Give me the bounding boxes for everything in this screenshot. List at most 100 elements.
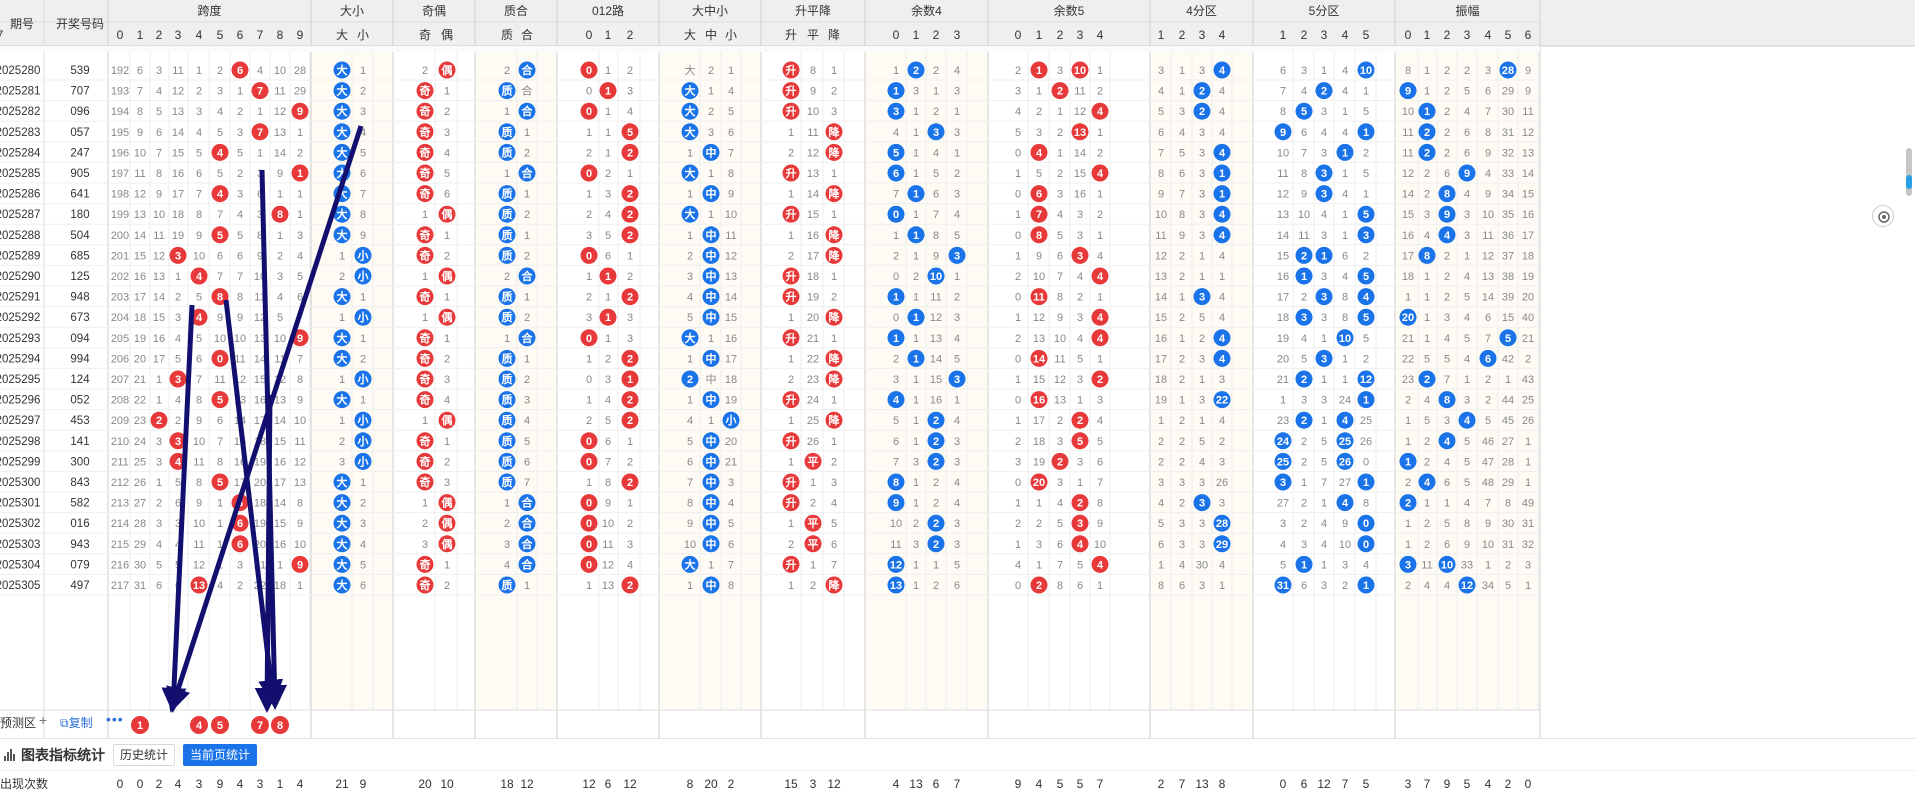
- miss-value: 3: [605, 374, 611, 386]
- hit-ball: [782, 432, 800, 450]
- hit-ball: [580, 246, 598, 264]
- hit-ball-label: 4: [1363, 292, 1370, 304]
- stats-value: 8: [1219, 777, 1226, 791]
- miss-value: 3: [1036, 539, 1042, 551]
- hit-ball: [498, 308, 516, 326]
- period-cell: 2025293: [0, 333, 40, 345]
- miss-value: 1: [1179, 292, 1185, 304]
- more-button[interactable]: •••: [106, 711, 124, 727]
- miss-value: 19: [172, 230, 184, 242]
- stats-title: 图表指标统计: [21, 746, 105, 763]
- miss-value: 1: [913, 559, 919, 571]
- hit-ball-label: 1: [1219, 168, 1225, 180]
- miss-value: 15: [1033, 374, 1045, 386]
- hit-ball: [887, 391, 905, 409]
- miss-value: 10: [153, 209, 165, 221]
- miss-value: 13: [1482, 271, 1494, 283]
- miss-value: 2: [524, 209, 530, 221]
- miss-value: 1: [1342, 353, 1348, 365]
- hit-ball-label: 中: [706, 290, 717, 304]
- miss-value: 2: [810, 580, 816, 592]
- miss-value: 2: [933, 65, 939, 77]
- hit-ball-label: 20: [1402, 312, 1414, 324]
- hit-ball: [1499, 61, 1517, 79]
- miss-value: 6: [1444, 539, 1450, 551]
- hit-ball-label: 8: [1444, 189, 1450, 201]
- hit-ball: [580, 555, 598, 573]
- hit-ball-label: 合: [522, 166, 534, 180]
- number-cell: 247: [70, 147, 89, 159]
- miss-value: 11: [1402, 147, 1413, 159]
- hit-ball-label: 4: [196, 271, 203, 283]
- miss-value: 1: [1321, 559, 1327, 571]
- miss-value: 2: [422, 65, 428, 77]
- miss-value: 19: [254, 456, 266, 468]
- hit-ball: [498, 205, 516, 223]
- miss-value: 4: [156, 86, 162, 98]
- header-bg: [0, 0, 1915, 46]
- miss-value: 3: [605, 189, 611, 201]
- hit-ball-label: 2: [1424, 127, 1430, 139]
- miss-value: 7: [728, 147, 734, 159]
- miss-value: 2: [586, 292, 592, 304]
- hit-ball-label: 升: [786, 393, 797, 407]
- miss-value: 4: [217, 106, 223, 118]
- miss-value: 2: [1179, 456, 1185, 468]
- miss-value: 5: [687, 436, 693, 448]
- hit-ball-label: 奇: [420, 331, 431, 345]
- miss-value: 3: [728, 477, 734, 489]
- vertical-scrollbar[interactable]: [1906, 148, 1912, 196]
- miss-value: 14: [930, 353, 942, 365]
- miss-value: 1: [708, 168, 714, 180]
- settings-icon[interactable]: [1872, 205, 1894, 227]
- miss-value: 1: [586, 189, 592, 201]
- miss-value: 10: [1155, 209, 1167, 221]
- miss-value: 3: [1464, 395, 1470, 407]
- add-icon[interactable]: +: [39, 712, 48, 728]
- miss-value: 9: [1097, 518, 1103, 530]
- miss-value: 1: [788, 230, 794, 242]
- miss-value: 5: [1077, 353, 1083, 365]
- hit-ball: [416, 576, 434, 594]
- hit-ball-label: 平: [808, 538, 819, 551]
- col-label: 1: [137, 28, 144, 42]
- miss-value: 1: [1077, 477, 1083, 489]
- hit-ball-label: 2: [687, 374, 693, 386]
- hit-ball: [825, 370, 843, 388]
- miss-value: 4: [444, 147, 450, 159]
- miss-value: 12: [725, 250, 737, 262]
- miss-value: 1: [156, 374, 162, 386]
- hit-ball: [702, 494, 720, 512]
- miss-value: 16: [1155, 333, 1167, 345]
- group-bg: [393, 46, 475, 710]
- miss-value: 1: [524, 353, 530, 365]
- miss-value: 3: [913, 539, 919, 551]
- miss-value: 11: [193, 456, 204, 468]
- miss-value: 4: [933, 147, 939, 159]
- current-page-stats-button[interactable]: 当前页统计: [183, 743, 258, 766]
- hit-ball-label: 3: [175, 250, 181, 262]
- hit-ball: [518, 494, 536, 512]
- hit-ball-label: 2: [933, 539, 939, 551]
- miss-value: 2: [297, 147, 303, 159]
- miss-value: 7: [137, 86, 143, 98]
- miss-value: 20: [254, 477, 266, 489]
- hit-ball: [887, 102, 905, 120]
- miss-value: 4: [1219, 312, 1225, 324]
- miss-value: 5: [728, 518, 734, 530]
- copy-button[interactable]: ⧉复制: [60, 716, 93, 730]
- hit-ball-label: 8: [1444, 395, 1450, 407]
- hit-ball-label: 中: [706, 537, 717, 551]
- hit-ball-label: 合: [522, 269, 534, 283]
- miss-value: 2: [586, 209, 592, 221]
- col-label: 9: [297, 28, 304, 42]
- history-stats-button[interactable]: 历史统计: [113, 743, 176, 766]
- hit-ball-label: 中: [706, 145, 717, 159]
- hit-ball-label: 大: [685, 125, 696, 139]
- hit-ball: [1193, 102, 1211, 120]
- miss-value: 4: [196, 127, 202, 139]
- miss-value: 11: [1054, 353, 1065, 365]
- miss-value: 17: [234, 477, 246, 489]
- miss-value: 5: [360, 147, 366, 159]
- miss-value: 1: [1363, 86, 1369, 98]
